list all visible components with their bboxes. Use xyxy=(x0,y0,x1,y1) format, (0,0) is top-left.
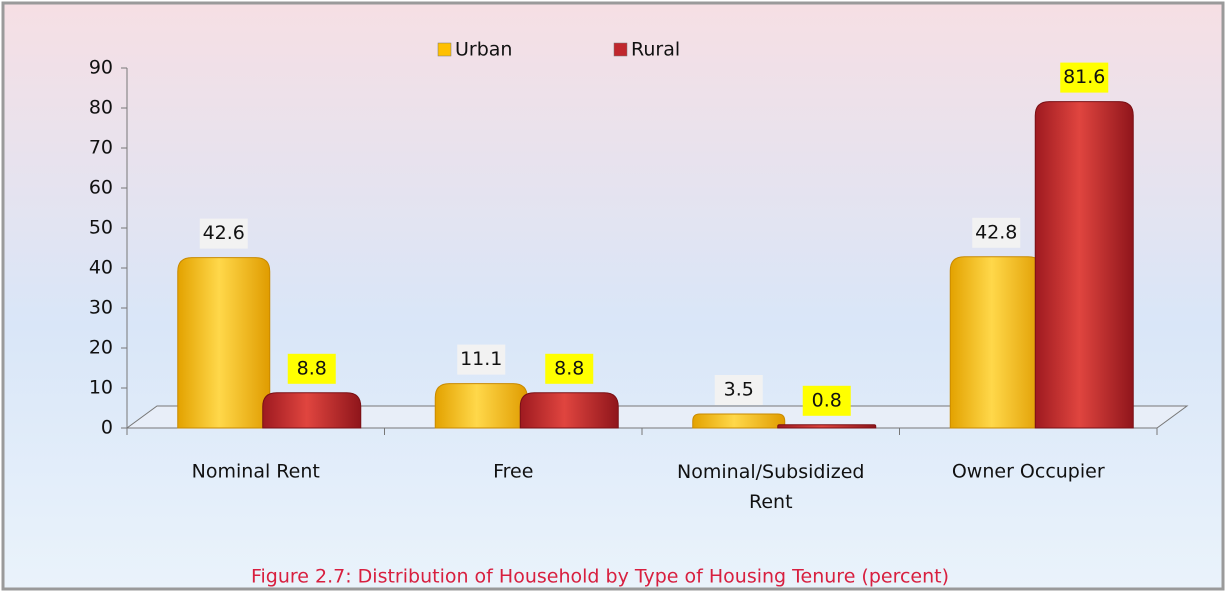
data-label: 8.8 xyxy=(297,357,327,379)
bar xyxy=(519,392,619,429)
data-label-box xyxy=(199,218,248,249)
y-tick-label: 50 xyxy=(89,217,113,239)
data-label: 0.8 xyxy=(812,389,842,411)
data-label: 42.6 xyxy=(203,222,245,244)
x-tick-label: Owner Occupier xyxy=(952,461,1105,483)
x-tick-label: Free xyxy=(493,461,533,483)
data-label-box xyxy=(545,353,594,384)
data-label-box xyxy=(714,375,763,405)
data-label-box xyxy=(1060,62,1109,93)
bar xyxy=(262,392,362,429)
x-tick-label: Nominal/Subsidized Rent xyxy=(677,461,864,513)
data-label: 11.1 xyxy=(460,348,502,370)
y-tick-label: 60 xyxy=(89,177,113,199)
data-label: 3.5 xyxy=(724,379,754,401)
bar xyxy=(434,383,528,429)
caption: Figure 2.7: Distribution of Household by… xyxy=(251,566,949,588)
y-tick-label: 40 xyxy=(89,257,113,279)
y-tick-label: 0 xyxy=(101,417,113,439)
y-tick-label: 90 xyxy=(89,57,113,79)
data-label: 8.8 xyxy=(554,357,584,379)
y-tick-label: 20 xyxy=(89,337,113,359)
x-tick-label: Nominal Rent xyxy=(192,461,320,483)
legend-swatch xyxy=(437,42,452,57)
data-label: 81.6 xyxy=(1063,66,1105,88)
y-tick-label: 80 xyxy=(89,97,113,119)
bar xyxy=(949,256,1043,429)
data-label-box xyxy=(457,344,506,375)
legend-label: Rural xyxy=(631,39,680,61)
bar xyxy=(692,413,786,429)
bar xyxy=(177,257,271,429)
data-label-box xyxy=(802,385,851,416)
y-tick-label: 30 xyxy=(89,297,113,319)
data-label-box xyxy=(972,217,1021,248)
y-tick-label: 10 xyxy=(89,377,113,399)
data-label: 42.8 xyxy=(975,221,1017,243)
bar xyxy=(1034,101,1134,429)
legend-label: Urban xyxy=(455,39,512,61)
legend-swatch xyxy=(613,42,628,57)
y-tick-label: 70 xyxy=(89,137,113,159)
bar xyxy=(777,424,877,429)
data-label-box xyxy=(287,353,336,384)
